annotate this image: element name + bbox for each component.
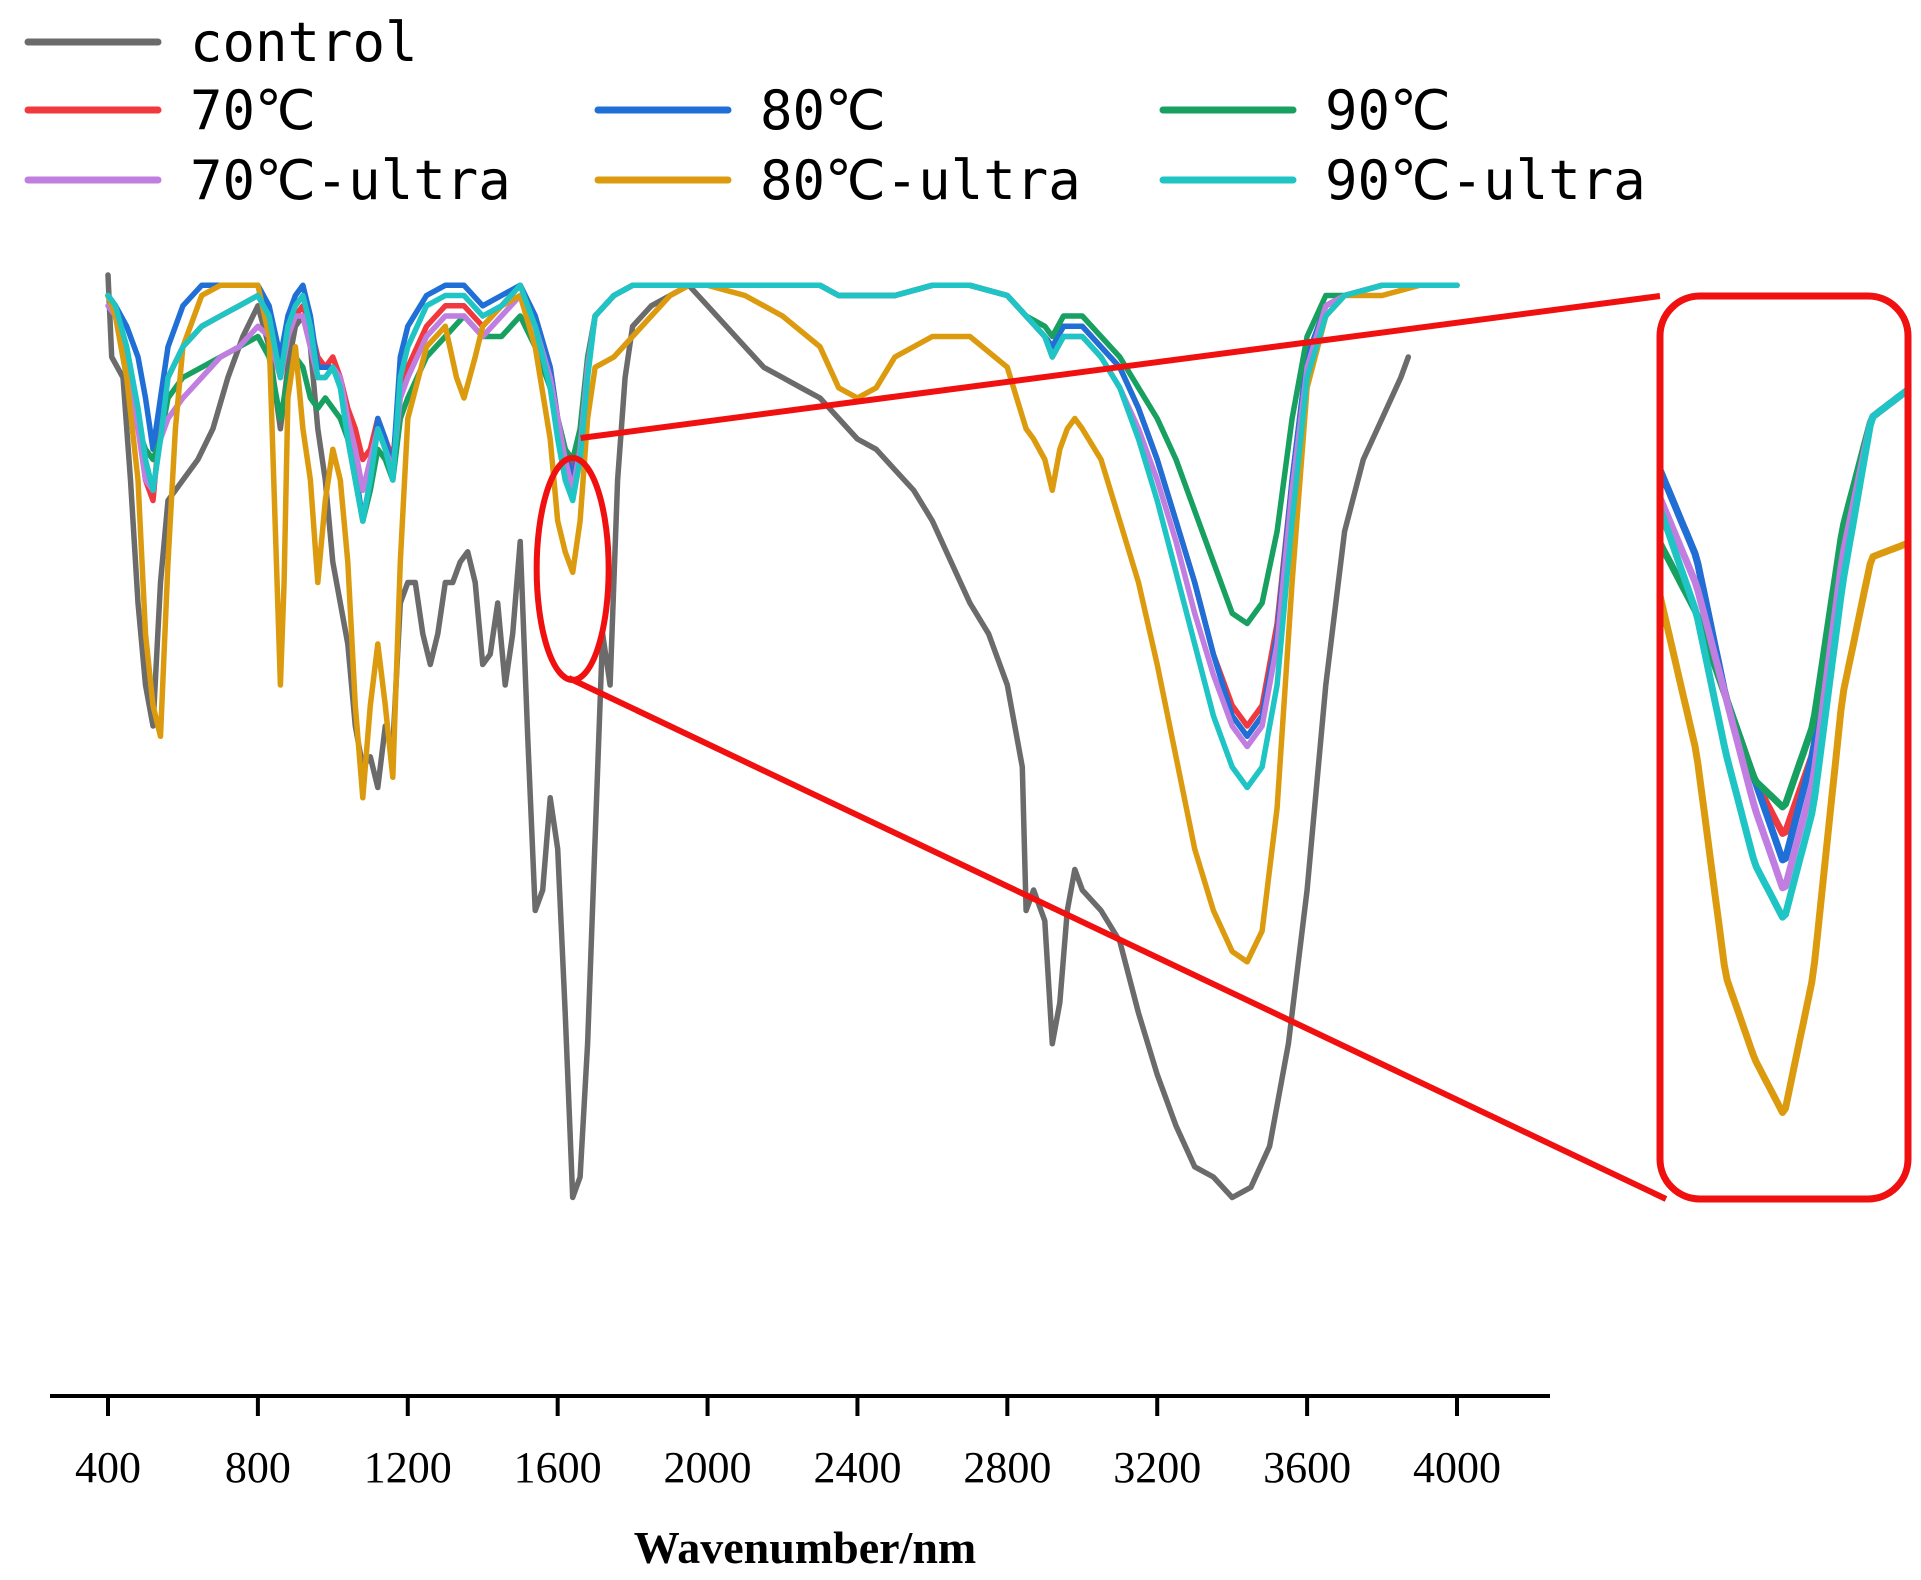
zoom-series-80c-ultra: [1660, 539, 1908, 1116]
x-tick-label: 2800: [963, 1443, 1051, 1492]
zoom-series-90c-ultra: [1660, 386, 1908, 921]
legend-item-70c-ultra: 70℃-ultra: [24, 149, 511, 212]
x-tick-label: 2400: [813, 1443, 901, 1492]
x-tick-label: 3200: [1113, 1443, 1201, 1492]
legend-label: 90℃-ultra: [1325, 149, 1646, 212]
legend-item-80c: 80℃: [594, 79, 886, 142]
legend-item-control: control: [24, 11, 418, 74]
x-tick-label: 400: [75, 1443, 141, 1492]
zoom-inset-frame: [1656, 292, 1912, 1203]
x-tick-label: 800: [225, 1443, 291, 1492]
legend-item-70c: 70℃: [24, 79, 316, 142]
x-axis-title: Wavenumber/nm: [634, 1522, 976, 1573]
zoom-connector-top: [580, 293, 1661, 441]
zoom-series-70c-ultra: [1660, 386, 1908, 892]
legend-item-90c: 90℃: [1159, 79, 1451, 142]
zoom-inset-plot: [1660, 386, 1908, 1116]
legend-label: 80℃-ultra: [760, 149, 1081, 212]
x-tick-label: 1200: [364, 1443, 452, 1492]
series-line-control: [105, 272, 1412, 1201]
legend-label: 90℃: [1325, 79, 1451, 142]
x-tick-label: 3600: [1263, 1443, 1351, 1492]
x-tick-label: 1600: [514, 1443, 602, 1492]
legend-item-90c-ultra: 90℃-ultra: [1159, 149, 1646, 212]
legend-label: 70℃-ultra: [190, 149, 511, 212]
series-line-80c-ultra: [105, 282, 1460, 965]
legend-item-80c-ultra: 80℃-ultra: [594, 149, 1081, 212]
zoom-overlay: [533, 292, 1912, 1203]
x-tick-label: 4000: [1413, 1443, 1501, 1492]
x-axis: 400 800 1200 1600 2000 2400 2800 3200 3600 4000: [50, 1394, 1550, 1492]
zoom-connector-bottom: [567, 675, 1668, 1202]
legend-label: 80℃: [760, 79, 886, 142]
legend-label: 70℃: [190, 79, 316, 142]
x-tick-label: 2000: [664, 1443, 752, 1492]
legend-label: control: [190, 11, 418, 74]
